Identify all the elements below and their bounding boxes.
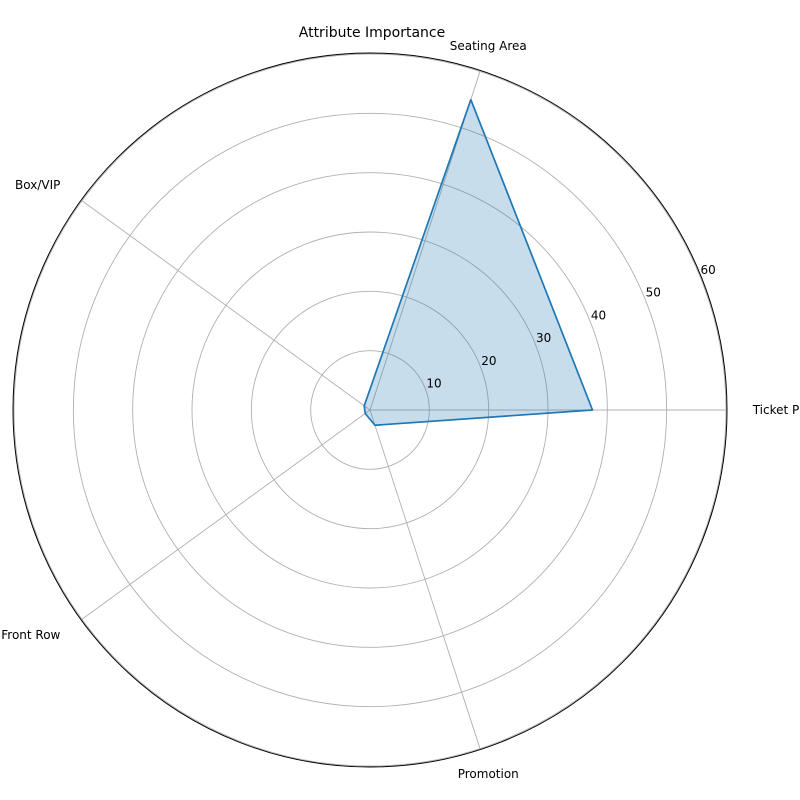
spoke-line <box>369 409 481 749</box>
radial-tick-label: 40 <box>591 308 606 322</box>
category-label: Promotion <box>458 767 519 781</box>
spoke-line <box>81 200 371 411</box>
category-label: Front Row <box>1 628 60 642</box>
spoke-line <box>81 409 371 620</box>
category-labels: Ticket Price Seating Area Box/VIP Front Row… <box>1 39 800 781</box>
chart-title: Attribute Importance <box>299 25 446 41</box>
radial-tick-label: 60 <box>700 263 715 277</box>
radial-tick-label: 10 <box>426 376 441 390</box>
category-label: Seating Area <box>450 39 527 53</box>
series-area <box>364 99 593 426</box>
radial-tick-labels: 10 20 30 40 50 60 <box>426 263 715 391</box>
radar-series <box>363 98 594 427</box>
radial-tick-label: 20 <box>481 354 496 368</box>
category-label: Ticket Price <box>752 403 800 417</box>
series-line <box>363 98 594 427</box>
category-label: Box/VIP <box>15 178 60 192</box>
radial-tick-label: 50 <box>646 286 661 300</box>
radial-tick-label: 30 <box>536 331 551 345</box>
polar-frame <box>12 52 728 768</box>
